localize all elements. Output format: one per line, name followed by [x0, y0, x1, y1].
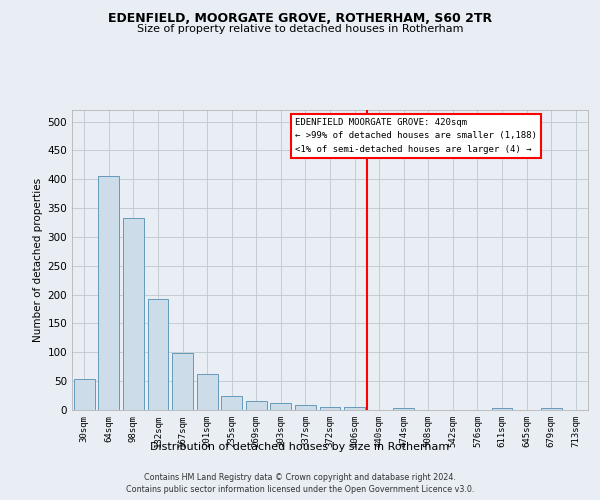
Bar: [74, 380, 95, 410]
Bar: [221, 396, 242, 410]
Text: Distribution of detached houses by size in Rotherham: Distribution of detached houses by size …: [151, 442, 449, 452]
Y-axis label: Number of detached properties: Number of detached properties: [33, 178, 43, 342]
Bar: [246, 402, 267, 410]
Text: EDENFIELD MOORGATE GROVE: 420sqm
← >99% of detached houses are smaller (1,188)
<: EDENFIELD MOORGATE GROVE: 420sqm ← >99% …: [295, 118, 537, 154]
Text: Size of property relative to detached houses in Rotherham: Size of property relative to detached ho…: [137, 24, 463, 34]
Bar: [148, 299, 169, 410]
Bar: [491, 408, 512, 410]
Bar: [172, 354, 193, 410]
Bar: [123, 218, 144, 410]
Bar: [197, 374, 218, 410]
Bar: [393, 408, 414, 410]
Bar: [98, 176, 119, 410]
Bar: [271, 403, 292, 410]
Text: EDENFIELD, MOORGATE GROVE, ROTHERHAM, S60 2TR: EDENFIELD, MOORGATE GROVE, ROTHERHAM, S6…: [108, 12, 492, 26]
Bar: [320, 407, 340, 410]
Text: Contains public sector information licensed under the Open Government Licence v3: Contains public sector information licen…: [126, 485, 474, 494]
Text: Contains HM Land Registry data © Crown copyright and database right 2024.: Contains HM Land Registry data © Crown c…: [144, 472, 456, 482]
Bar: [541, 408, 562, 410]
Bar: [344, 407, 365, 410]
Bar: [295, 405, 316, 410]
